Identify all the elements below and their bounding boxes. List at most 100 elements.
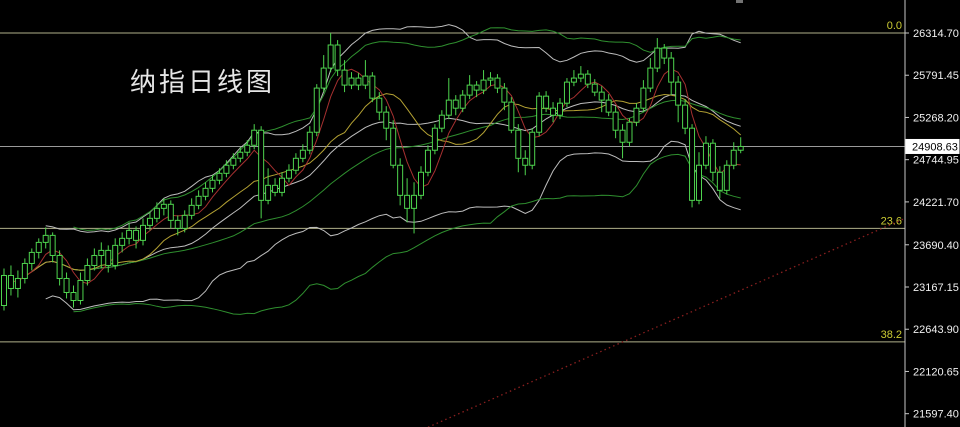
candle-body[interactable]	[515, 129, 522, 159]
candle-body[interactable]	[334, 44, 341, 71]
candle-body[interactable]	[126, 229, 133, 239]
candle-body[interactable]	[716, 171, 723, 191]
candle-body[interactable]	[508, 101, 515, 131]
candle-body[interactable]	[626, 121, 633, 143]
candle-body[interactable]	[313, 87, 320, 133]
candle-body[interactable]	[411, 194, 418, 209]
y-axis[interactable]: 26314.70 25791.45 25268.20 24744.95 24221.70…	[905, 28, 959, 421]
candle-body[interactable]	[320, 67, 327, 89]
candle-body[interactable]	[202, 187, 209, 197]
candle-body[interactable]	[536, 95, 543, 133]
candle-body[interactable]	[404, 194, 411, 209]
candle-body[interactable]	[160, 203, 167, 209]
candle-body[interactable]	[265, 184, 272, 201]
candle-body[interactable]	[466, 84, 473, 96]
candle-body[interactable]	[251, 129, 258, 146]
candle-body[interactable]	[21, 262, 28, 279]
candle-body[interactable]	[730, 149, 737, 166]
candle-body[interactable]	[28, 251, 35, 264]
candle-body[interactable]	[355, 77, 362, 86]
candle-body[interactable]	[598, 91, 605, 101]
candle-body[interactable]	[56, 254, 63, 279]
candle-body[interactable]	[42, 234, 49, 243]
candle-body[interactable]	[7, 274, 14, 289]
candle-body[interactable]	[584, 73, 591, 85]
candle-body[interactable]	[272, 184, 279, 193]
candle-body[interactable]	[84, 264, 91, 281]
candle-body[interactable]	[1, 274, 7, 306]
candle-body[interactable]	[306, 131, 313, 151]
candle-body[interactable]	[689, 127, 696, 201]
candle-body[interactable]	[633, 107, 640, 123]
candle-body[interactable]	[431, 127, 438, 151]
candle-body[interactable]	[216, 172, 223, 181]
candle-body[interactable]	[230, 157, 237, 166]
candle-body[interactable]	[133, 229, 140, 241]
candle-body[interactable]	[702, 142, 709, 166]
candle-body[interactable]	[675, 81, 682, 106]
candle-body[interactable]	[640, 87, 647, 109]
candle-body[interactable]	[543, 95, 550, 109]
candle-body[interactable]	[661, 47, 668, 59]
candle-body[interactable]	[473, 84, 480, 91]
candle-body[interactable]	[299, 149, 306, 159]
candle-body[interactable]	[91, 254, 98, 266]
candle-body[interactable]	[49, 234, 56, 256]
candle-body[interactable]	[209, 179, 216, 189]
candle-body[interactable]	[119, 237, 126, 246]
candle-body[interactable]	[654, 47, 661, 69]
candle-body[interactable]	[605, 99, 612, 113]
candle-body[interactable]	[237, 151, 244, 159]
candle-body[interactable]	[167, 203, 174, 221]
candle-body[interactable]	[383, 111, 390, 129]
candle-body[interactable]	[258, 129, 265, 201]
candle-body[interactable]	[452, 99, 459, 109]
candle-body[interactable]	[63, 277, 70, 294]
candle-body[interactable]	[70, 292, 77, 301]
candle-body[interactable]	[737, 145, 744, 151]
candle-body[interactable]	[153, 207, 160, 219]
candle-body[interactable]	[459, 94, 466, 109]
candle-body[interactable]	[112, 244, 119, 266]
candle-body[interactable]	[105, 249, 112, 266]
candle-body[interactable]	[397, 164, 404, 196]
candle-body[interactable]	[563, 81, 570, 104]
candle-body[interactable]	[14, 277, 21, 289]
candle-body[interactable]	[362, 75, 369, 86]
candle-body[interactable]	[619, 129, 626, 143]
candle-body[interactable]	[279, 177, 285, 193]
candle-body[interactable]	[390, 127, 397, 166]
candle-body[interactable]	[647, 67, 654, 89]
candle-body[interactable]	[668, 57, 675, 83]
candle-body[interactable]	[494, 77, 501, 89]
candle-body[interactable]	[181, 214, 188, 229]
candle-body[interactable]	[570, 77, 577, 83]
candle-body[interactable]	[557, 102, 563, 116]
candle-body[interactable]	[522, 157, 529, 166]
candle-body[interactable]	[195, 195, 202, 206]
candle-body[interactable]	[682, 104, 689, 129]
candle-body[interactable]	[140, 224, 146, 241]
candle-body[interactable]	[146, 217, 153, 226]
candle-body[interactable]	[285, 169, 292, 179]
candle-body[interactable]	[424, 149, 431, 173]
candle-body[interactable]	[376, 97, 383, 113]
candle-body[interactable]	[501, 87, 508, 103]
candle-body[interactable]	[341, 69, 348, 86]
candle-body[interactable]	[292, 157, 299, 171]
candle-body[interactable]	[480, 79, 487, 91]
candle-body[interactable]	[244, 144, 251, 153]
candle-body[interactable]	[369, 75, 376, 99]
candle-body[interactable]	[98, 249, 105, 256]
candle-body[interactable]	[348, 77, 355, 86]
candle-body[interactable]	[550, 107, 557, 116]
candle-body[interactable]	[577, 73, 584, 79]
candle-body[interactable]	[438, 114, 445, 129]
candle-body[interactable]	[529, 131, 536, 166]
candle-body[interactable]	[77, 279, 84, 301]
candle-body[interactable]	[709, 142, 716, 173]
candle-body[interactable]	[612, 111, 619, 131]
candle-body[interactable]	[35, 241, 42, 253]
candle-body[interactable]	[223, 164, 230, 174]
